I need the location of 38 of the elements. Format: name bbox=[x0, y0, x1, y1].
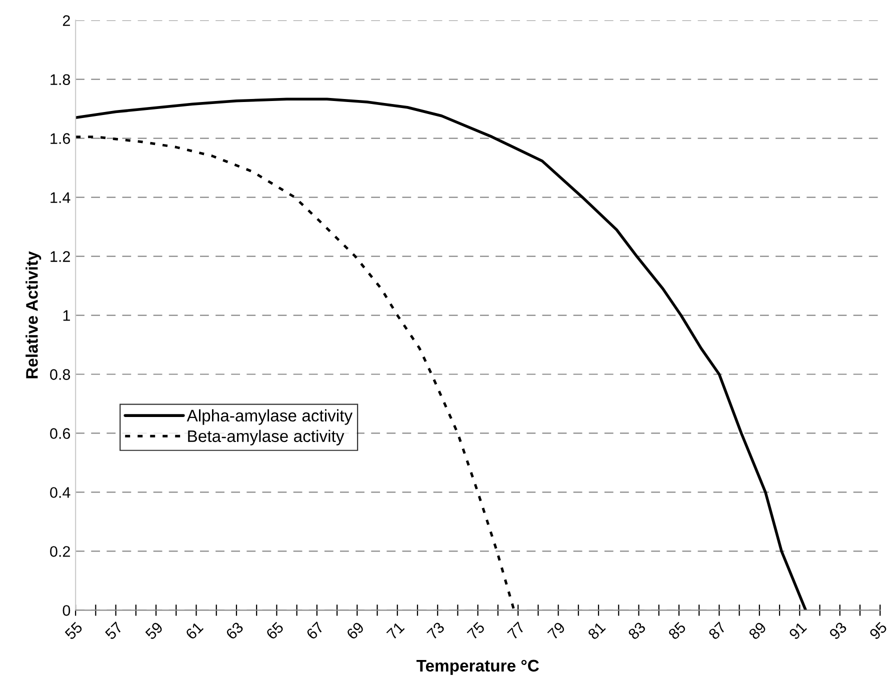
y-tick-label: 0.6 bbox=[50, 428, 70, 439]
y-tick-label: 0.4 bbox=[50, 487, 70, 498]
line-series bbox=[76, 98, 808, 610]
x-tick-label: 77 bbox=[507, 622, 526, 640]
y-tick-label: 1.2 bbox=[50, 251, 70, 262]
x-tick-label: 63 bbox=[225, 621, 244, 640]
y-tick-label: 0.8 bbox=[50, 369, 70, 380]
x-tick-label: 89 bbox=[748, 621, 767, 640]
x-tick-label: 73 bbox=[426, 621, 446, 640]
x-tick-label: 57 bbox=[104, 622, 124, 640]
y-tick-label: 2 bbox=[62, 15, 70, 26]
x-tick-label: 71 bbox=[386, 622, 405, 640]
y-tick-label: 0.2 bbox=[50, 546, 70, 557]
x-tick-label: 61 bbox=[185, 621, 204, 640]
x-tick-label: 55 bbox=[64, 621, 84, 640]
y-tick-label: 1 bbox=[63, 310, 70, 321]
x-tick-label: 95 bbox=[868, 621, 888, 640]
x-tick-label: 65 bbox=[266, 621, 284, 640]
x-tick-label: 81 bbox=[587, 621, 606, 640]
x-tick-label: 79 bbox=[547, 621, 566, 640]
x-tick-label: 85 bbox=[668, 621, 686, 640]
x-axis-title: Temperature °C bbox=[416, 660, 539, 675]
x-tick-label: 67 bbox=[306, 621, 324, 640]
x-tick-label: 83 bbox=[627, 621, 646, 640]
y-tick-label: 1.4 bbox=[50, 192, 70, 203]
y-tick-label: 0 bbox=[62, 605, 70, 616]
x-tick-label: 91 bbox=[788, 621, 808, 640]
legend-label: Beta-amylase activity bbox=[188, 430, 344, 446]
y-tick-label: 1.6 bbox=[50, 133, 70, 144]
x-tick-label: 75 bbox=[466, 621, 486, 640]
y-tick-label: 1.8 bbox=[50, 74, 70, 86]
y-axis-title: Relative Activity bbox=[26, 251, 42, 378]
x-tick-label: 59 bbox=[144, 621, 164, 640]
x-tick-label: 87 bbox=[708, 621, 727, 640]
line-series bbox=[76, 136, 516, 610]
legend-label: Alpha-amylase activity bbox=[186, 409, 353, 425]
x-tick-label: 93 bbox=[828, 621, 848, 640]
x-tick-label: 69 bbox=[346, 621, 365, 640]
